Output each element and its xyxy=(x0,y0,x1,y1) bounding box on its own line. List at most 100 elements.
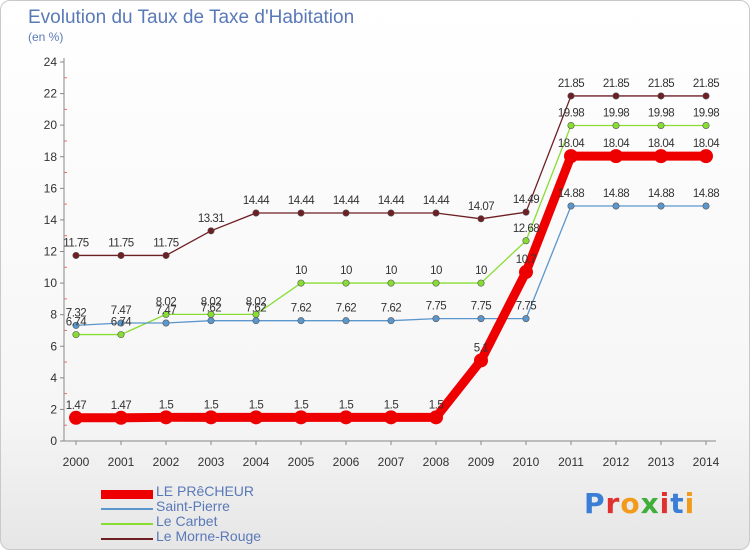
data-point xyxy=(207,227,215,235)
data-label: 8.02 xyxy=(156,296,176,308)
data-point xyxy=(432,279,440,287)
data-point xyxy=(522,315,530,323)
data-label: 10 xyxy=(340,265,352,277)
data-label: 11.75 xyxy=(108,237,134,249)
x-tick-label: 2000 xyxy=(63,455,90,469)
data-point xyxy=(342,317,350,325)
data-point xyxy=(342,279,350,287)
legend-swatch xyxy=(101,523,153,525)
x-tick-label: 2013 xyxy=(648,455,675,469)
data-label: 14.44 xyxy=(423,195,450,207)
y-tick-label: 24 xyxy=(44,55,58,69)
data-point xyxy=(162,319,170,327)
data-label: 7.75 xyxy=(516,301,536,313)
logo-letter: i xyxy=(684,487,696,520)
legend-swatch xyxy=(101,508,153,510)
logo-letter: r xyxy=(605,487,621,520)
data-point xyxy=(702,121,710,129)
data-point xyxy=(297,317,305,325)
legend-swatch xyxy=(101,489,153,499)
x-tick-label: 2012 xyxy=(603,455,630,469)
data-label: 1.5 xyxy=(429,399,444,411)
data-point xyxy=(72,251,80,259)
data-label: 14.44 xyxy=(378,195,405,207)
data-label: 1.5 xyxy=(249,399,264,411)
data-point xyxy=(702,92,710,100)
x-tick-label: 2008 xyxy=(423,455,450,469)
y-tick-label: 22 xyxy=(44,87,58,101)
data-point xyxy=(522,208,530,216)
data-point xyxy=(387,279,395,287)
data-label: 18.04 xyxy=(558,138,585,150)
y-tick-label: 10 xyxy=(44,276,58,290)
logo-letter: o xyxy=(620,487,641,520)
data-label: 1.5 xyxy=(294,399,309,411)
data-label: 1.5 xyxy=(384,399,399,411)
data-label: 19.98 xyxy=(603,107,629,119)
data-point xyxy=(657,202,665,210)
x-tick-label: 2014 xyxy=(693,455,720,469)
data-label: 7.62 xyxy=(336,303,356,315)
y-tick-label: 2 xyxy=(50,402,57,416)
data-point xyxy=(612,202,620,210)
data-point xyxy=(477,315,485,323)
data-label: 14.44 xyxy=(243,195,270,207)
data-point xyxy=(657,92,665,100)
data-label: 8.02 xyxy=(246,296,266,308)
data-point xyxy=(297,279,305,287)
data-label: 19.98 xyxy=(558,107,584,119)
data-label: 8.02 xyxy=(201,296,221,308)
proxiti-logo: Proxiti xyxy=(584,487,695,520)
data-point xyxy=(432,315,440,323)
data-label: 14.44 xyxy=(333,195,360,207)
data-label: 1.5 xyxy=(159,399,174,411)
data-label: 12.68 xyxy=(513,223,539,235)
data-point xyxy=(477,279,485,287)
y-tick-label: 12 xyxy=(44,245,58,259)
data-point xyxy=(567,121,575,129)
series-le-pr-cheur xyxy=(69,149,713,425)
data-label: 18.04 xyxy=(693,138,720,150)
data-point xyxy=(702,202,710,210)
data-point xyxy=(117,251,125,259)
data-label: 21.85 xyxy=(603,78,629,90)
data-point xyxy=(339,410,353,425)
y-tick-label: 0 xyxy=(50,434,57,448)
data-point xyxy=(207,317,215,325)
data-label: 13.31 xyxy=(198,213,224,225)
x-tick-label: 2005 xyxy=(288,455,315,469)
x-tick-label: 2002 xyxy=(153,455,180,469)
data-label: 7.47 xyxy=(111,305,131,317)
logo-letter: i xyxy=(659,487,671,520)
logo-letter: P xyxy=(584,487,606,520)
data-label: 1.47 xyxy=(66,400,86,412)
data-point xyxy=(159,410,173,425)
data-label: 19.98 xyxy=(648,107,674,119)
y-tick-label: 4 xyxy=(50,371,57,385)
data-label: 14.88 xyxy=(693,188,719,200)
series-le-morne-rouge xyxy=(72,92,710,259)
data-label: 7.62 xyxy=(381,303,401,315)
data-label: 10 xyxy=(295,265,307,277)
data-point xyxy=(474,353,488,368)
data-label: 14.88 xyxy=(648,188,674,200)
data-label: 10 xyxy=(475,265,487,277)
data-label: 1.5 xyxy=(204,399,219,411)
data-point xyxy=(72,321,80,329)
data-label: 7.47 xyxy=(156,305,176,317)
data-label: 14.88 xyxy=(603,188,629,200)
legend-label: Saint-Pierre xyxy=(156,498,230,514)
x-tick-label: 2011 xyxy=(558,455,584,469)
data-point xyxy=(294,410,308,425)
data-label: 21.85 xyxy=(648,78,674,90)
y-tick-label: 18 xyxy=(44,150,58,164)
data-point xyxy=(519,265,533,280)
x-tick-label: 2007 xyxy=(378,455,405,469)
data-label: 6.74 xyxy=(66,317,87,329)
legend-swatch xyxy=(101,538,153,540)
logo-letter: t xyxy=(670,487,685,520)
data-label: 5.1 xyxy=(474,342,489,354)
data-point xyxy=(654,149,668,164)
data-point xyxy=(387,317,395,325)
y-tick-label: 16 xyxy=(44,181,58,195)
